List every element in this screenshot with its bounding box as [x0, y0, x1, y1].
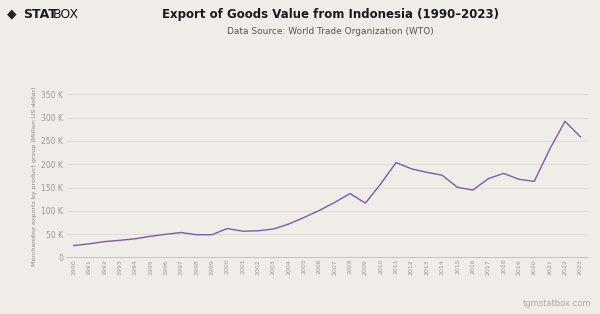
Text: ◆: ◆ [7, 8, 17, 21]
Text: Data Source: World Trade Organization (WTO): Data Source: World Trade Organization (W… [227, 27, 433, 36]
Text: BOX: BOX [53, 8, 79, 21]
Y-axis label: Merchandise exports by product group (Million US dollar): Merchandise exports by product group (Mi… [32, 86, 37, 266]
Text: tgmstatbox.com: tgmstatbox.com [523, 299, 591, 308]
Text: STAT: STAT [23, 8, 56, 21]
Text: Export of Goods Value from Indonesia (1990–2023): Export of Goods Value from Indonesia (19… [161, 8, 499, 21]
